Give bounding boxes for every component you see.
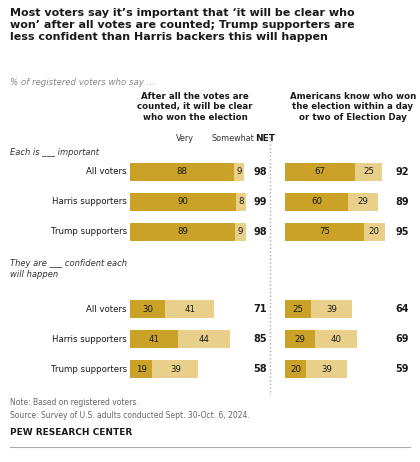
Text: They are ___ confident each
will happen: They are ___ confident each will happen [10,259,127,279]
Text: 25: 25 [363,168,374,176]
Text: 98: 98 [253,227,267,237]
Text: 60: 60 [311,197,322,207]
Text: Americans know who won
the election within a day
or two of Election Day: Americans know who won the election with… [290,92,416,122]
Text: 59: 59 [395,364,409,374]
Bar [315,330,357,348]
Text: 8: 8 [238,197,244,207]
Text: 67: 67 [315,168,326,176]
Text: Very: Very [176,134,194,143]
Text: Trump supporters: Trump supporters [51,227,127,237]
Text: 58: 58 [253,364,267,374]
Text: All voters: All voters [87,168,127,176]
Text: After all the votes are
counted, it will be clear
who won the election: After all the votes are counted, it will… [137,92,253,122]
Text: 85: 85 [253,334,267,344]
Text: 30: 30 [142,304,153,314]
Bar [285,300,311,318]
Text: 29: 29 [295,334,306,344]
Bar [285,360,306,378]
Text: 20: 20 [290,365,301,373]
Text: 75: 75 [319,227,330,237]
Text: 41: 41 [184,304,195,314]
Bar [152,360,198,378]
Text: Harris supporters: Harris supporters [52,334,127,344]
Text: 29: 29 [358,197,369,207]
Bar [285,330,315,348]
Bar [311,300,352,318]
Text: 20: 20 [369,227,380,237]
Text: 95: 95 [395,227,409,237]
Text: 90: 90 [178,197,189,207]
Text: 69: 69 [395,334,409,344]
Text: 41: 41 [149,334,160,344]
Text: 39: 39 [170,365,181,373]
Text: 19: 19 [136,365,147,373]
Text: 98: 98 [253,167,267,177]
Bar [130,223,235,241]
Bar [355,163,382,181]
Text: 9: 9 [236,168,242,176]
Bar [130,193,236,211]
Text: 71: 71 [253,304,267,314]
Text: All voters: All voters [87,304,127,314]
Text: 99: 99 [253,197,267,207]
Text: 39: 39 [321,365,332,373]
Bar [285,163,355,181]
Text: 40: 40 [331,334,342,344]
Bar [364,223,385,241]
Text: Trump supporters: Trump supporters [51,365,127,373]
Bar [178,330,230,348]
Text: 88: 88 [176,168,187,176]
Bar [130,163,234,181]
Text: 92: 92 [395,167,409,177]
Text: Source: Survey of U.S. adults conducted Sept. 30-Oct. 6, 2024.: Source: Survey of U.S. adults conducted … [10,411,250,420]
Text: 25: 25 [293,304,304,314]
Text: Most voters say it’s important that ‘it will be clear who
won’ after all votes a: Most voters say it’s important that ‘it … [10,8,354,42]
Bar [236,193,246,211]
Text: 89: 89 [177,227,188,237]
Text: Each is ___ important: Each is ___ important [10,148,99,157]
Text: Somewhat: Somewhat [212,134,255,143]
Text: 44: 44 [199,334,210,344]
Bar [234,163,244,181]
Text: Note: Based on registered voters.: Note: Based on registered voters. [10,398,139,407]
Text: 89: 89 [395,197,409,207]
Bar [130,360,152,378]
Bar [130,330,178,348]
Bar [348,193,378,211]
Bar [306,360,347,378]
Text: % of registered voters who say …: % of registered voters who say … [10,78,155,87]
Text: 64: 64 [395,304,409,314]
Text: 39: 39 [326,304,337,314]
Text: NET: NET [255,134,275,143]
Text: Harris supporters: Harris supporters [52,197,127,207]
Bar [130,300,165,318]
Bar [285,223,364,241]
Text: PEW RESEARCH CENTER: PEW RESEARCH CENTER [10,428,132,437]
Text: 9: 9 [238,227,243,237]
Bar [235,223,246,241]
Bar [285,193,348,211]
Bar [165,300,214,318]
